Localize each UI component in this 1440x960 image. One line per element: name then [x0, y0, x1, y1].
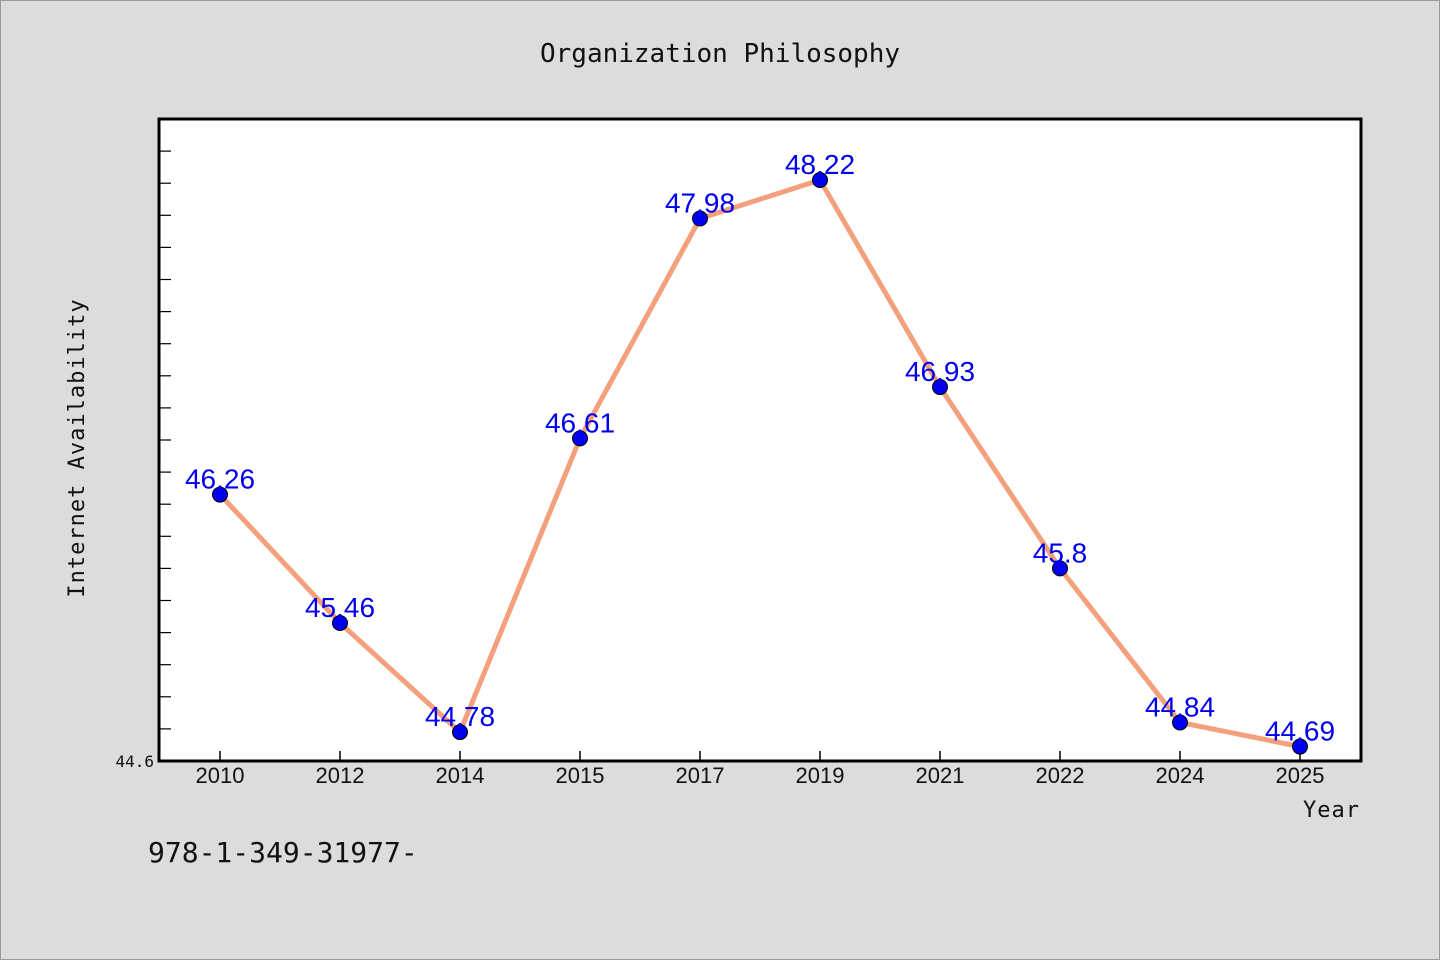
- data-label-layer: 46.26 45.46 44.78 46.61 47.98 48.22 46.93 45.8 4…: [185, 149, 1335, 747]
- y-axis-label: Internet Availability: [65, 298, 90, 597]
- data-point: [812, 171, 828, 188]
- chart-title: Organization Philosophy: [540, 39, 900, 69]
- series-line: [217, 177, 1303, 750]
- data-label: 44.69: [1265, 716, 1335, 747]
- data-point-layer: [212, 171, 1308, 755]
- x-axis-label: Year: [1303, 798, 1360, 823]
- data-label: 44.84: [1145, 691, 1215, 722]
- data-label: 44.78: [425, 701, 495, 732]
- data-label: 46.26: [185, 464, 255, 495]
- data-point: [572, 430, 588, 447]
- x-tick-label: 2021: [916, 763, 965, 788]
- data-label: 45.46: [305, 592, 375, 623]
- footnote-text: 978-1-349-31977-: [148, 836, 418, 869]
- series-line-layer: [217, 177, 1303, 750]
- x-axis-ticks: [219, 751, 1301, 761]
- x-tick-label: 2019: [796, 763, 845, 788]
- data-point: [692, 210, 708, 227]
- data-label: 48.22: [785, 149, 855, 180]
- data-point: [212, 486, 228, 503]
- data-label: 47.98: [665, 188, 735, 219]
- x-tick-label: 2012: [316, 763, 365, 788]
- data-point: [1292, 738, 1308, 755]
- y-tick-label-min: 44.6: [115, 752, 154, 771]
- y-axis-ticks: [159, 118, 171, 762]
- data-point: [1052, 560, 1068, 577]
- x-tick-label: 2010: [196, 763, 245, 788]
- x-tick-label: 2024: [1156, 763, 1205, 788]
- data-label: 45.8: [1033, 537, 1088, 568]
- data-label: 46.61: [545, 407, 615, 438]
- plot-area: [157, 117, 1363, 763]
- x-tick-label: 2017: [676, 763, 725, 788]
- data-point: [332, 614, 348, 631]
- x-tick-labels: 2010 2012 2014 2015 2017 2019 2021 2022 2024 2025: [196, 763, 1325, 788]
- x-tick-label: 2025: [1276, 763, 1325, 788]
- data-point: [452, 724, 468, 741]
- data-label: 46.93: [905, 356, 975, 387]
- x-tick-label: 2015: [556, 763, 605, 788]
- data-point: [932, 379, 948, 396]
- x-tick-label: 2022: [1036, 763, 1085, 788]
- x-tick-label: 2014: [436, 763, 485, 788]
- data-point: [1172, 714, 1188, 731]
